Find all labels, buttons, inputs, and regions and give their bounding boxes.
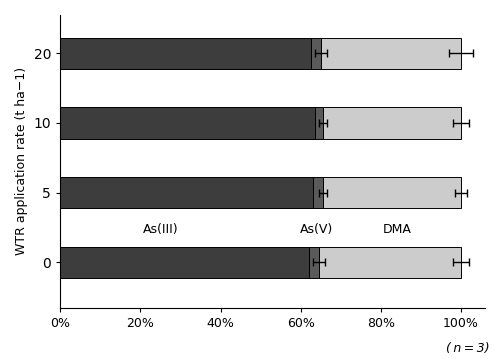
- Text: ( n = 3): ( n = 3): [446, 342, 490, 355]
- Text: As(V): As(V): [300, 223, 334, 236]
- Bar: [318, 247, 461, 278]
- Bar: [314, 107, 322, 139]
- Bar: [310, 38, 320, 69]
- Bar: [60, 177, 312, 208]
- Bar: [312, 177, 322, 208]
- Bar: [60, 107, 314, 139]
- Y-axis label: WTR application rate (t ha−1): WTR application rate (t ha−1): [15, 67, 28, 255]
- Bar: [322, 107, 461, 139]
- Bar: [320, 38, 461, 69]
- Bar: [60, 247, 308, 278]
- Bar: [322, 177, 461, 208]
- Text: As(III): As(III): [142, 223, 178, 236]
- Text: DMA: DMA: [382, 223, 412, 236]
- Bar: [60, 38, 310, 69]
- Bar: [308, 247, 318, 278]
